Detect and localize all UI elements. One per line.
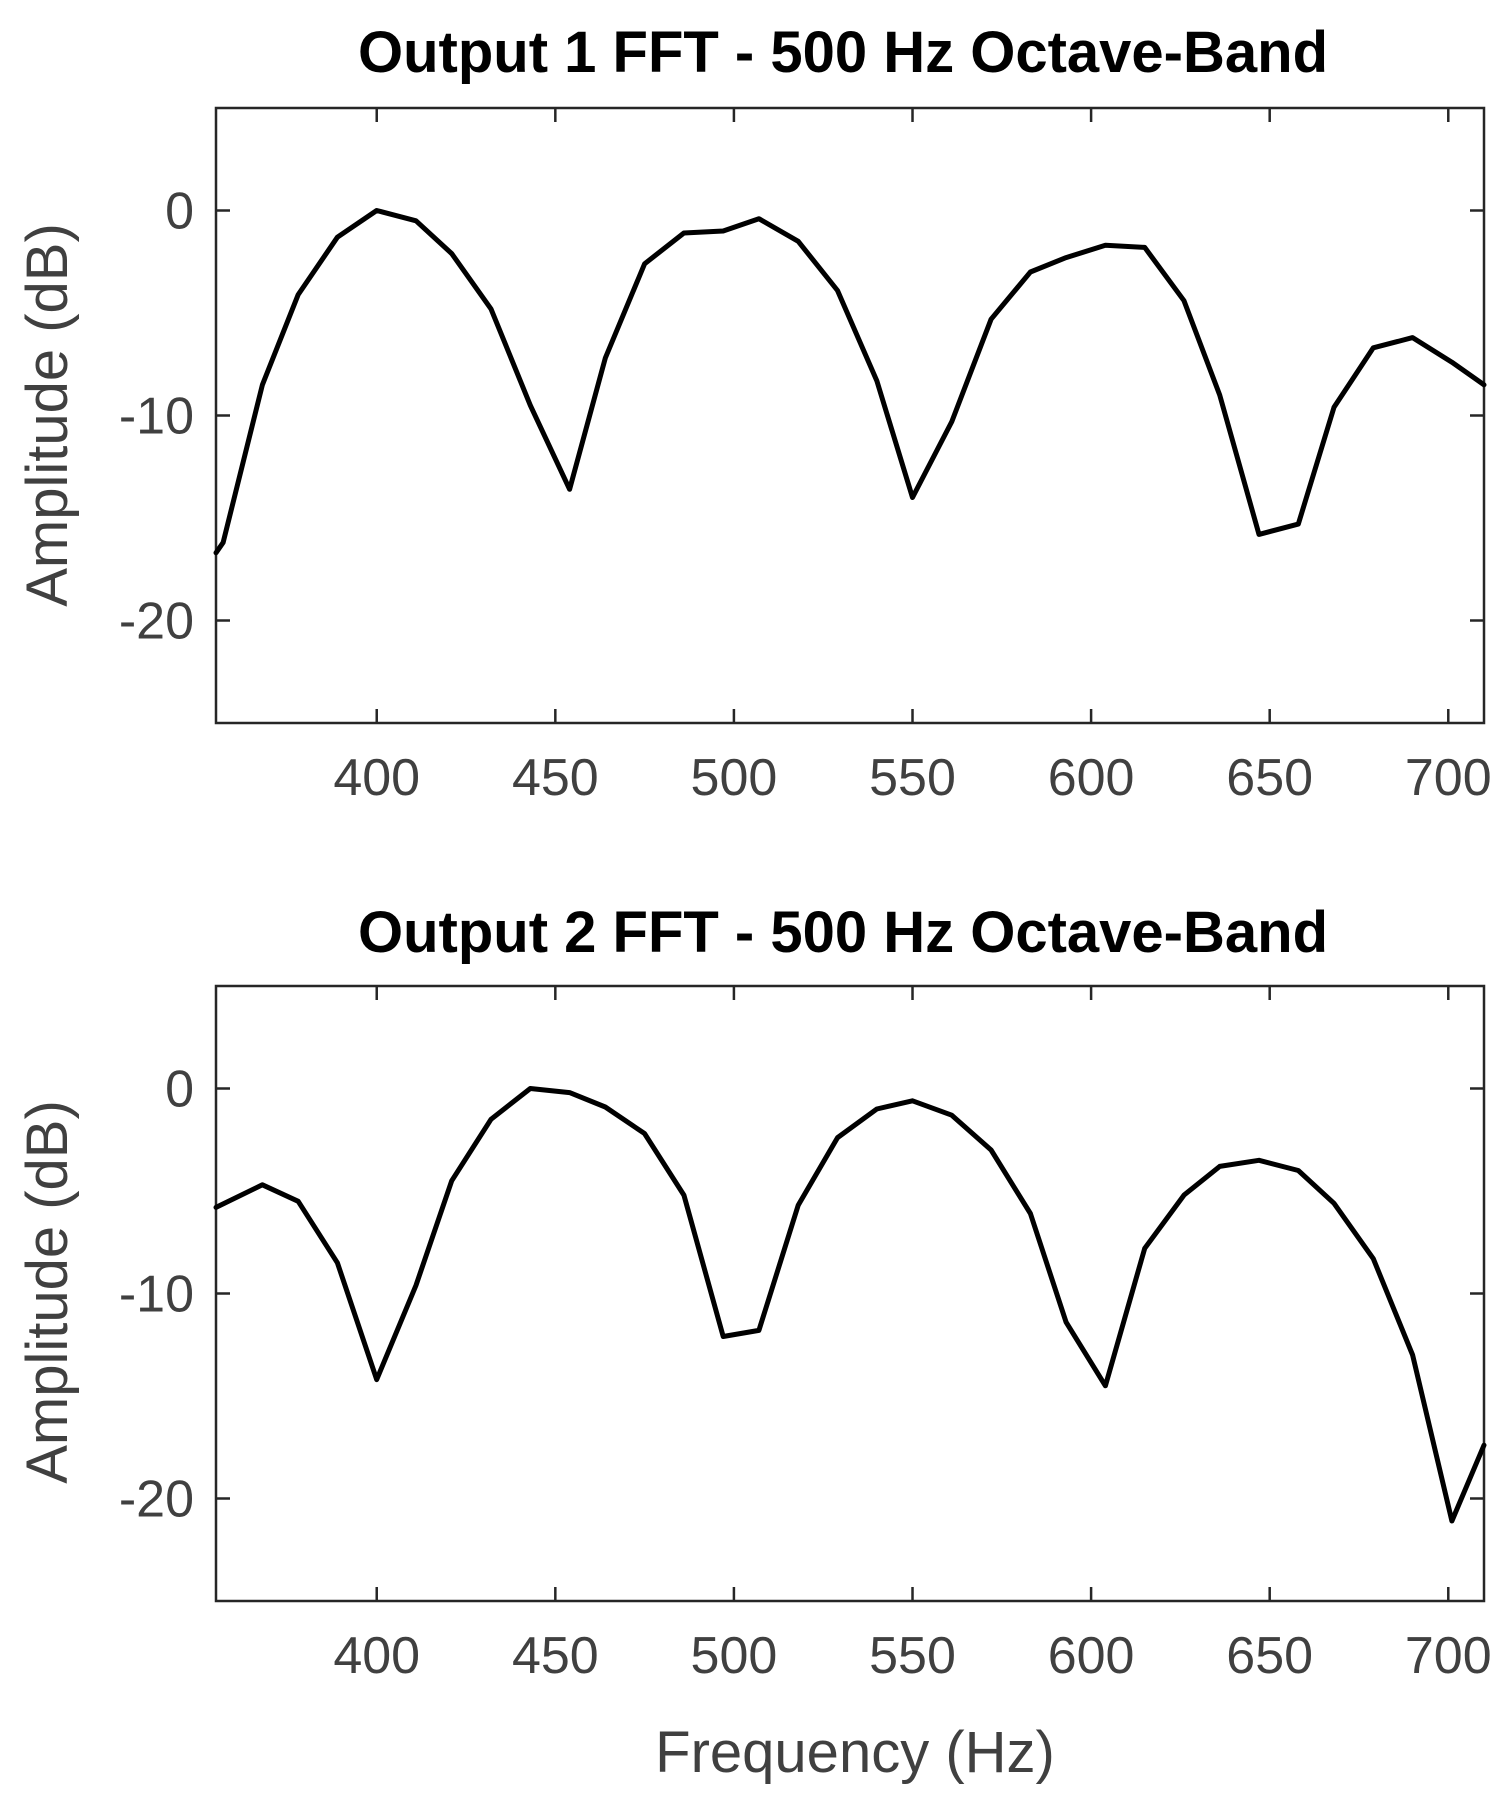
subplot-1-tick-labels: 400 450 500 550 600 650 700 0 -10 -20 <box>119 183 1492 808</box>
subplot-2-ticks <box>216 986 1484 1601</box>
subplot-1: Output 1 FFT - 500 Hz Octave-Band Amplit… <box>15 20 1492 807</box>
subplot-2-series-line <box>213 1086 1487 1524</box>
subplot-2-x-tick-label: 400 <box>333 1627 420 1685</box>
subplot-2-y-tick-label: -20 <box>119 1471 194 1529</box>
x-axis-label: Frequency (Hz) <box>655 1720 1055 1785</box>
subplot-2-x-tick-label: 550 <box>869 1627 956 1685</box>
subplot-2-x-tick-label: 600 <box>1048 1627 1135 1685</box>
subplot-2-y-axis-label-group: Amplitude (dB) <box>15 1100 80 1484</box>
subplot-2-x-tick-label: 450 <box>512 1627 599 1685</box>
subplot-2-y-axis-label: Amplitude (dB) <box>15 1100 80 1484</box>
subplot-1-x-tick-label: 450 <box>512 749 599 807</box>
subplot-1-x-tick-label: 700 <box>1405 749 1492 807</box>
subplot-1-x-tick-label: 650 <box>1226 749 1313 807</box>
subplot-1-title: Output 1 FFT - 500 Hz Octave-Band <box>358 20 1328 85</box>
subplot-1-x-tick-label: 500 <box>691 749 778 807</box>
subplot-2-y-tick-label: -10 <box>119 1266 194 1324</box>
subplot-1-x-tick-label: 600 <box>1048 749 1135 807</box>
subplot-1-y-tick-label: -20 <box>119 593 194 651</box>
subplot-1-x-tick-label: 550 <box>869 749 956 807</box>
subplot-1-y-axis-label: Amplitude (dB) <box>15 223 80 607</box>
subplot-2-x-tick-label: 700 <box>1405 1627 1492 1685</box>
subplot-2-x-tick-label: 500 <box>691 1627 778 1685</box>
subplot-2-x-tick-label: 650 <box>1226 1627 1313 1685</box>
subplot-1-y-tick-label: 0 <box>165 183 194 241</box>
subplot-1-y-tick-label: -10 <box>119 388 194 446</box>
subplot-2-title: Output 2 FFT - 500 Hz Octave-Band <box>358 900 1328 965</box>
subplot-1-series-line <box>213 208 1487 556</box>
subplot-2: Output 2 FFT - 500 Hz Octave-Band Amplit… <box>15 900 1492 1785</box>
subplot-1-x-tick-label: 400 <box>333 749 420 807</box>
subplot-1-ticks <box>216 108 1484 723</box>
subplot-1-y-axis-label-group: Amplitude (dB) <box>15 223 80 607</box>
subplot-2-tick-labels: 400 450 500 550 600 650 700 0 -10 -20 <box>119 1061 1492 1686</box>
subplot-2-y-tick-label: 0 <box>165 1061 194 1119</box>
